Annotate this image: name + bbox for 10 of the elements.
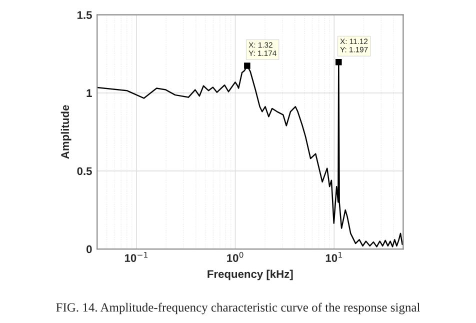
x-tick-label: 10$^{1}$ (326, 252, 342, 262)
x-tick-label: 10$^{−1}$ (124, 252, 148, 262)
y-tick-label: 1 (86, 89, 92, 97)
y-tick-label: 0.5 (77, 167, 92, 176)
x-tick-label: 10$^{0}$ (227, 252, 244, 262)
y-tick-label: 1.5 (78, 11, 92, 19)
y-axis-title: Amplitude (60, 105, 72, 159)
x-axis-title: Frequency [kHz] (208, 270, 293, 280)
y-tick-label: 0 (86, 245, 92, 254)
caption: FIG. 14. Amplitude-frequency characteristic curve of the response signal (56, 302, 420, 314)
